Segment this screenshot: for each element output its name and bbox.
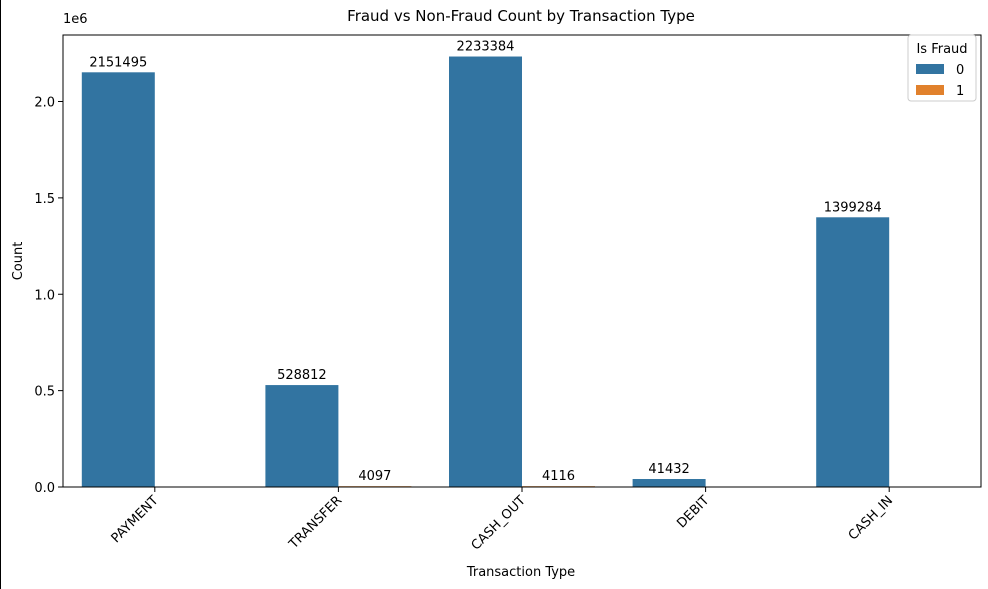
data-label: 528812	[277, 368, 327, 383]
window-edge	[0, 0, 1, 589]
legend-swatch-0	[916, 64, 944, 74]
y-tick-label: 0.0	[34, 481, 55, 496]
x-axis-label: Transaction Type	[466, 565, 575, 580]
data-label: 4097	[358, 469, 391, 484]
y-tick-label: 0.5	[34, 385, 55, 400]
y-axis-label: Count	[11, 242, 26, 281]
data-label: 4116	[542, 469, 575, 484]
data-label: 2151495	[89, 55, 147, 70]
y-tick-label: 2.0	[34, 96, 55, 111]
x-tick-label: PAYMENT	[109, 493, 162, 546]
plot-area: 2151495 528812 2233384 41432 1399284 4097 4116…	[34, 34, 982, 553]
x-tick-label: TRANSFER	[286, 493, 345, 552]
y-tick-label: 1.0	[34, 288, 55, 303]
legend-label-0: 0	[956, 63, 964, 78]
x-tick-label: CASH_IN	[846, 493, 896, 543]
legend: Is Fraud 0 1	[907, 34, 977, 102]
legend-title: Is Fraud	[916, 42, 967, 57]
data-label: 2233384	[457, 40, 515, 55]
bar-0-cash_out	[449, 56, 522, 487]
x-tick-label: DEBIT	[674, 493, 712, 531]
legend-label-1: 1	[956, 84, 964, 99]
y-offset-label: 1e6	[63, 12, 88, 27]
data-label: 1399284	[824, 200, 882, 215]
legend-swatch-1	[916, 85, 944, 95]
y-tick-label: 1.5	[34, 192, 55, 207]
data-label: 41432	[648, 462, 689, 477]
x-tick-label: CASH_OUT	[469, 493, 529, 553]
bar-0-transfer	[265, 385, 339, 487]
bar-0-cash_in	[816, 217, 890, 487]
bar-0-payment	[81, 72, 155, 488]
chart-title: Fraud vs Non-Fraud Count by Transaction …	[347, 7, 695, 25]
bar-0-debit	[632, 479, 706, 487]
